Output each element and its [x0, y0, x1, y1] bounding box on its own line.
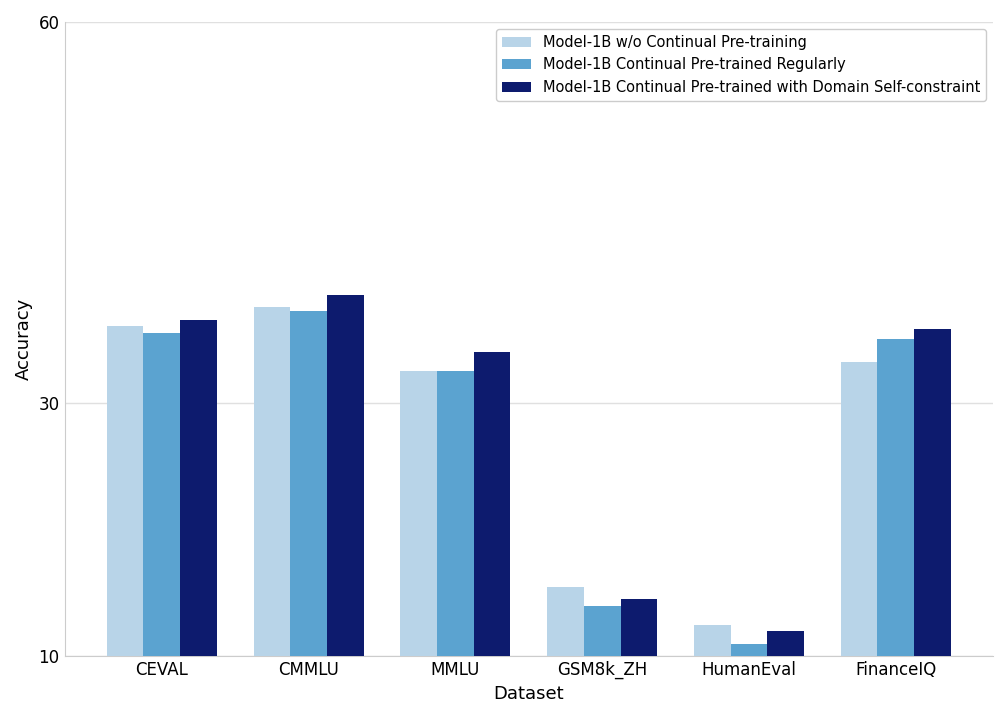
Bar [694, 625, 731, 718]
Bar [290, 311, 327, 718]
Bar [877, 339, 914, 718]
Bar [400, 371, 437, 718]
Bar [584, 605, 621, 718]
Bar [254, 307, 290, 718]
Bar [107, 327, 143, 718]
Legend: Model-1B w/o Continual Pre-training, Model-1B Continual Pre-trained Regularly, M: Model-1B w/o Continual Pre-training, Mod… [496, 29, 986, 101]
X-axis label: Dataset: Dataset [494, 685, 564, 703]
Bar [547, 587, 584, 718]
Bar [621, 600, 657, 718]
Bar [143, 333, 180, 718]
Bar [731, 643, 767, 718]
Bar [474, 352, 510, 718]
Bar [767, 631, 804, 718]
Y-axis label: Accuracy: Accuracy [15, 298, 33, 381]
Bar [841, 362, 877, 718]
Bar [180, 320, 217, 718]
Bar [327, 295, 364, 718]
Bar [437, 371, 474, 718]
Bar [914, 329, 951, 718]
